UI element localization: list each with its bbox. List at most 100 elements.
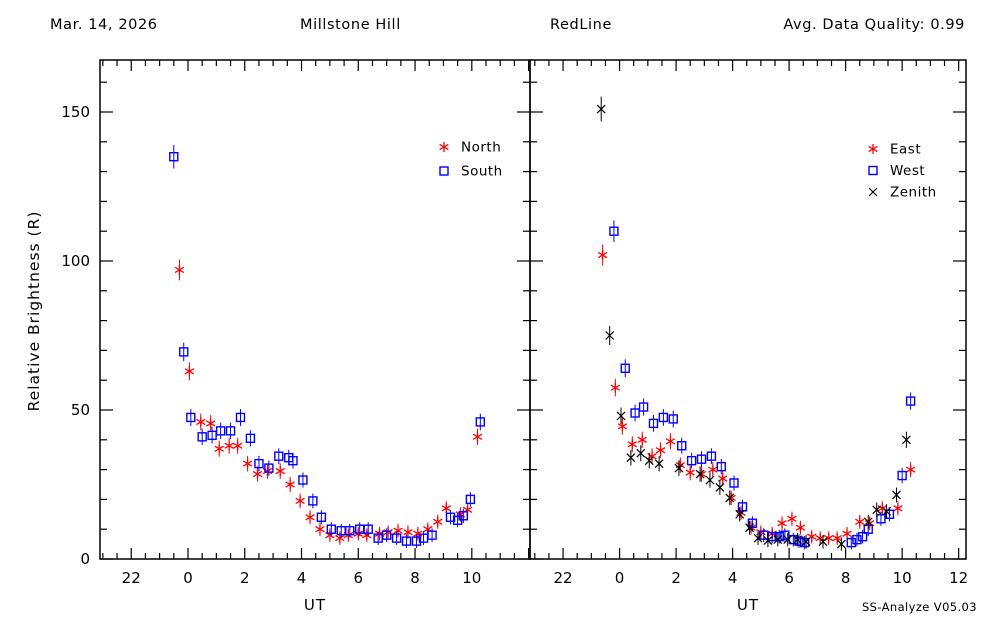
series-west bbox=[609, 220, 916, 550]
open-square-marker bbox=[169, 151, 179, 162]
series-north bbox=[174, 259, 483, 545]
asterisk-marker bbox=[905, 464, 916, 475]
x-cross-marker bbox=[793, 535, 803, 545]
y-tick-label: 50 bbox=[71, 401, 90, 419]
asterisk-marker bbox=[627, 439, 638, 450]
x-tick-label: 4 bbox=[728, 569, 738, 587]
x-tick-label: 6 bbox=[354, 569, 364, 587]
asterisk-marker bbox=[665, 436, 676, 447]
asterisk-marker bbox=[842, 528, 852, 539]
open-square-marker bbox=[884, 509, 895, 519]
x-tick-label: 0 bbox=[615, 569, 625, 587]
asterisk-marker bbox=[472, 431, 483, 442]
x-axis-title-right-panel: UT bbox=[736, 596, 760, 614]
y-tick-label: 0 bbox=[80, 550, 90, 568]
asterisk-marker bbox=[205, 418, 216, 429]
open-square-marker bbox=[465, 494, 476, 505]
legend-marker-south bbox=[439, 166, 449, 176]
open-square-marker bbox=[245, 433, 256, 444]
asterisk-marker bbox=[787, 513, 797, 524]
tick-labels-redline: 22 0 2 4 6 8 10 12 bbox=[554, 569, 969, 587]
asterisk-marker bbox=[777, 518, 787, 529]
header-filter: RedLine bbox=[550, 17, 612, 33]
asterisk-marker bbox=[685, 467, 695, 478]
asterisk-marker bbox=[403, 527, 413, 538]
open-square-marker bbox=[852, 534, 862, 545]
open-square-marker bbox=[225, 426, 236, 436]
asterisk-marker bbox=[655, 445, 666, 456]
open-square-marker bbox=[179, 347, 189, 357]
x-cross-marker bbox=[605, 331, 615, 340]
open-square-marker bbox=[458, 511, 469, 521]
asterisk-marker bbox=[868, 144, 878, 154]
asterisk-marker bbox=[252, 469, 263, 480]
open-square-marker bbox=[747, 518, 758, 528]
open-square-marker bbox=[381, 530, 392, 540]
x-cross-marker bbox=[644, 456, 654, 466]
asterisk-marker bbox=[708, 464, 718, 475]
x-tick-label: 8 bbox=[410, 569, 420, 587]
open-square-marker bbox=[254, 458, 264, 469]
legend-label-zenith: Zenith bbox=[890, 185, 937, 201]
x-tick-label: 22 bbox=[554, 569, 573, 587]
y-tick-label: 150 bbox=[61, 103, 90, 121]
asterisk-marker bbox=[823, 533, 834, 544]
x-tick-label: 12 bbox=[949, 569, 968, 587]
open-square-marker bbox=[316, 512, 327, 522]
asterisk-marker bbox=[597, 250, 608, 261]
asterisk-marker bbox=[184, 366, 195, 377]
asterisk-marker bbox=[196, 416, 206, 427]
series-south bbox=[169, 144, 486, 548]
x-cross-marker bbox=[773, 535, 783, 545]
x-cross-marker bbox=[725, 493, 735, 503]
legend-label-south: South bbox=[461, 164, 503, 180]
open-square-marker bbox=[363, 524, 373, 534]
x-cross-marker bbox=[868, 187, 878, 197]
x-cross-marker bbox=[636, 448, 646, 458]
asterisk-marker bbox=[610, 382, 621, 393]
x-cross-marker bbox=[596, 104, 606, 114]
x-cross-marker bbox=[745, 523, 754, 533]
asterisk-marker bbox=[832, 533, 842, 544]
asterisk-marker bbox=[275, 466, 285, 477]
legend-label-north: North bbox=[461, 140, 501, 156]
asterisk-marker bbox=[433, 516, 443, 527]
open-square-marker bbox=[897, 470, 907, 481]
open-square-marker bbox=[445, 512, 456, 522]
open-square-marker bbox=[475, 417, 486, 427]
x-cross-marker bbox=[801, 537, 811, 547]
x-tick-label: 22 bbox=[122, 569, 141, 587]
asterisk-marker bbox=[439, 142, 449, 152]
y-tick-label: 100 bbox=[61, 252, 90, 270]
header-data-quality: Avg. Data Quality: 0.99 bbox=[783, 17, 965, 33]
x-cross-marker bbox=[705, 475, 715, 485]
x-tick-label: 2 bbox=[671, 569, 681, 587]
asterisk-marker bbox=[696, 469, 707, 480]
open-square-marker bbox=[274, 451, 284, 461]
open-square-marker bbox=[326, 524, 337, 534]
legend-redline: East West Zenith bbox=[868, 142, 937, 201]
open-square-marker bbox=[868, 165, 878, 176]
open-square-marker bbox=[288, 455, 298, 466]
asterisk-marker bbox=[232, 440, 243, 451]
open-square-marker bbox=[857, 531, 868, 542]
header-site: Millstone Hill bbox=[300, 17, 401, 33]
x-tick-label: 2 bbox=[240, 569, 250, 587]
asterisk-marker bbox=[795, 522, 806, 533]
x-cross-marker bbox=[901, 435, 911, 445]
legend-marker-east bbox=[868, 144, 878, 154]
x-cross-marker bbox=[715, 483, 725, 492]
x-tick-label: 10 bbox=[893, 569, 912, 587]
open-square-marker bbox=[677, 441, 687, 451]
x-tick-label: 8 bbox=[841, 569, 851, 587]
x-cross-marker bbox=[763, 536, 773, 545]
open-square-marker bbox=[846, 537, 856, 548]
asterisk-marker bbox=[315, 524, 325, 535]
open-square-marker bbox=[427, 530, 437, 540]
x-cross-marker bbox=[674, 463, 684, 473]
open-square-marker bbox=[186, 412, 196, 423]
open-square-marker bbox=[298, 475, 308, 485]
asterisk-marker bbox=[214, 443, 224, 454]
